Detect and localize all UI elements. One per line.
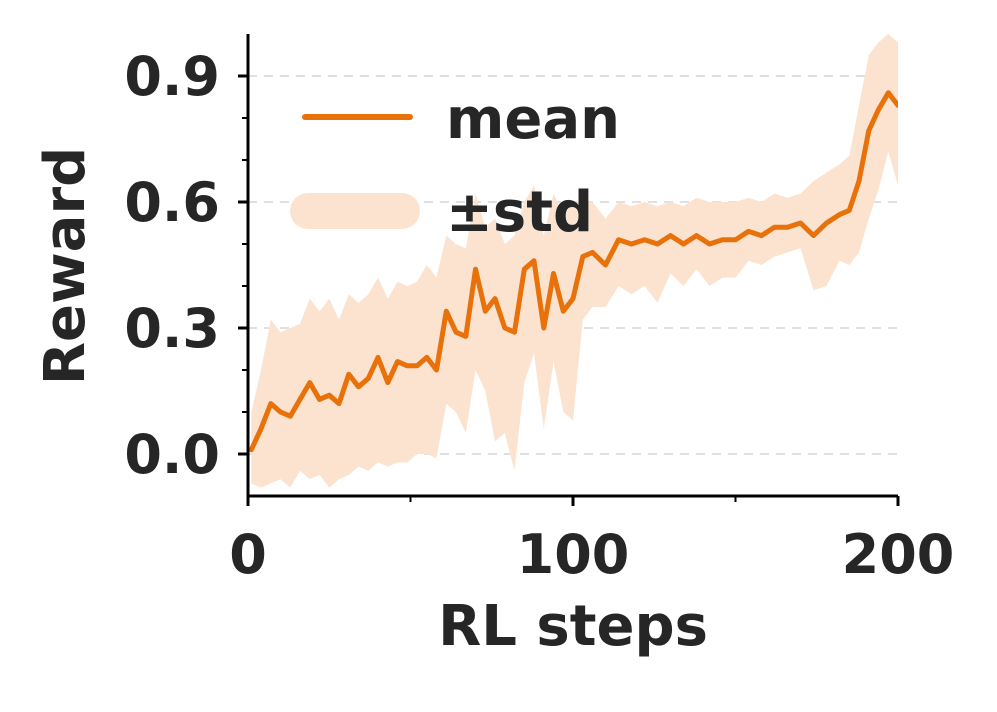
tick-marks-and-labels: 0 100 200 0.0 0.3 0.6 0.9 xyxy=(124,45,954,586)
x-axis-label: RL steps xyxy=(438,594,708,659)
x-tick-label: 0 xyxy=(229,523,267,586)
y-axis-label: Reward xyxy=(33,147,98,385)
legend: mean ±std xyxy=(290,87,620,245)
legend-mean-label: mean xyxy=(446,87,620,152)
legend-std-swatch xyxy=(290,193,420,229)
y-tick-label: 0.9 xyxy=(124,45,220,108)
y-tick-label: 0.3 xyxy=(124,297,220,360)
std-band xyxy=(251,34,898,488)
y-tick-label: 0.6 xyxy=(124,171,220,234)
x-tick-label: 100 xyxy=(517,523,630,586)
std-band-layer xyxy=(251,34,898,488)
mean-line xyxy=(248,90,898,453)
x-tick-label: 200 xyxy=(842,523,955,586)
y-tick-label: 0.0 xyxy=(124,423,220,486)
legend-std-label: ±std xyxy=(446,180,593,245)
mean-line-layer xyxy=(248,90,898,453)
